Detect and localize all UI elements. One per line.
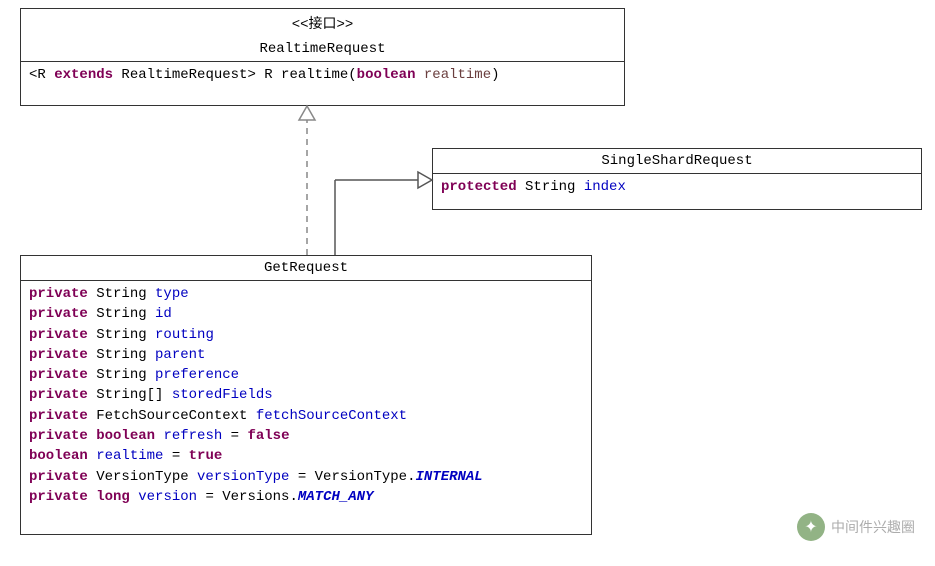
uml-field: boolean realtime = true (29, 446, 583, 466)
wechat-icon: ✦ (797, 513, 825, 541)
uml-field: private long version = Versions.MATCH_AN… (29, 487, 583, 507)
watermark: ✦ 中间件兴趣圈 (797, 513, 915, 541)
class-name: GetRequest (21, 256, 591, 281)
uml-field: private String[] storedFields (29, 385, 583, 405)
uml-class-getrequest: GetRequest private String typeprivate St… (20, 255, 592, 535)
uml-method: <R extends RealtimeRequest> R realtime(b… (21, 61, 624, 88)
uml-field: private String parent (29, 345, 583, 365)
uml-field: protected String index (433, 174, 921, 200)
uml-field: private boolean refresh = false (29, 426, 583, 446)
watermark-text: 中间件兴趣圈 (831, 517, 915, 537)
uml-field: private String preference (29, 365, 583, 385)
uml-fields: private String typeprivate String idpriv… (21, 281, 591, 510)
uml-field: private String id (29, 304, 583, 324)
stereotype: <<接口>> (29, 13, 616, 33)
class-name: SingleShardRequest (433, 149, 921, 174)
uml-title: <<接口>> RealtimeRequest (21, 9, 624, 61)
uml-field: private String type (29, 284, 583, 304)
class-name: RealtimeRequest (29, 41, 616, 57)
uml-interface-realtimerequest: <<接口>> RealtimeRequest <R extends Realti… (20, 8, 625, 106)
uml-field: private FetchSourceContext fetchSourceCo… (29, 406, 583, 426)
uml-class-singleshardrequest: SingleShardRequest protected String inde… (432, 148, 922, 210)
uml-field: private VersionType versionType = Versio… (29, 467, 583, 487)
uml-field: private String routing (29, 325, 583, 345)
